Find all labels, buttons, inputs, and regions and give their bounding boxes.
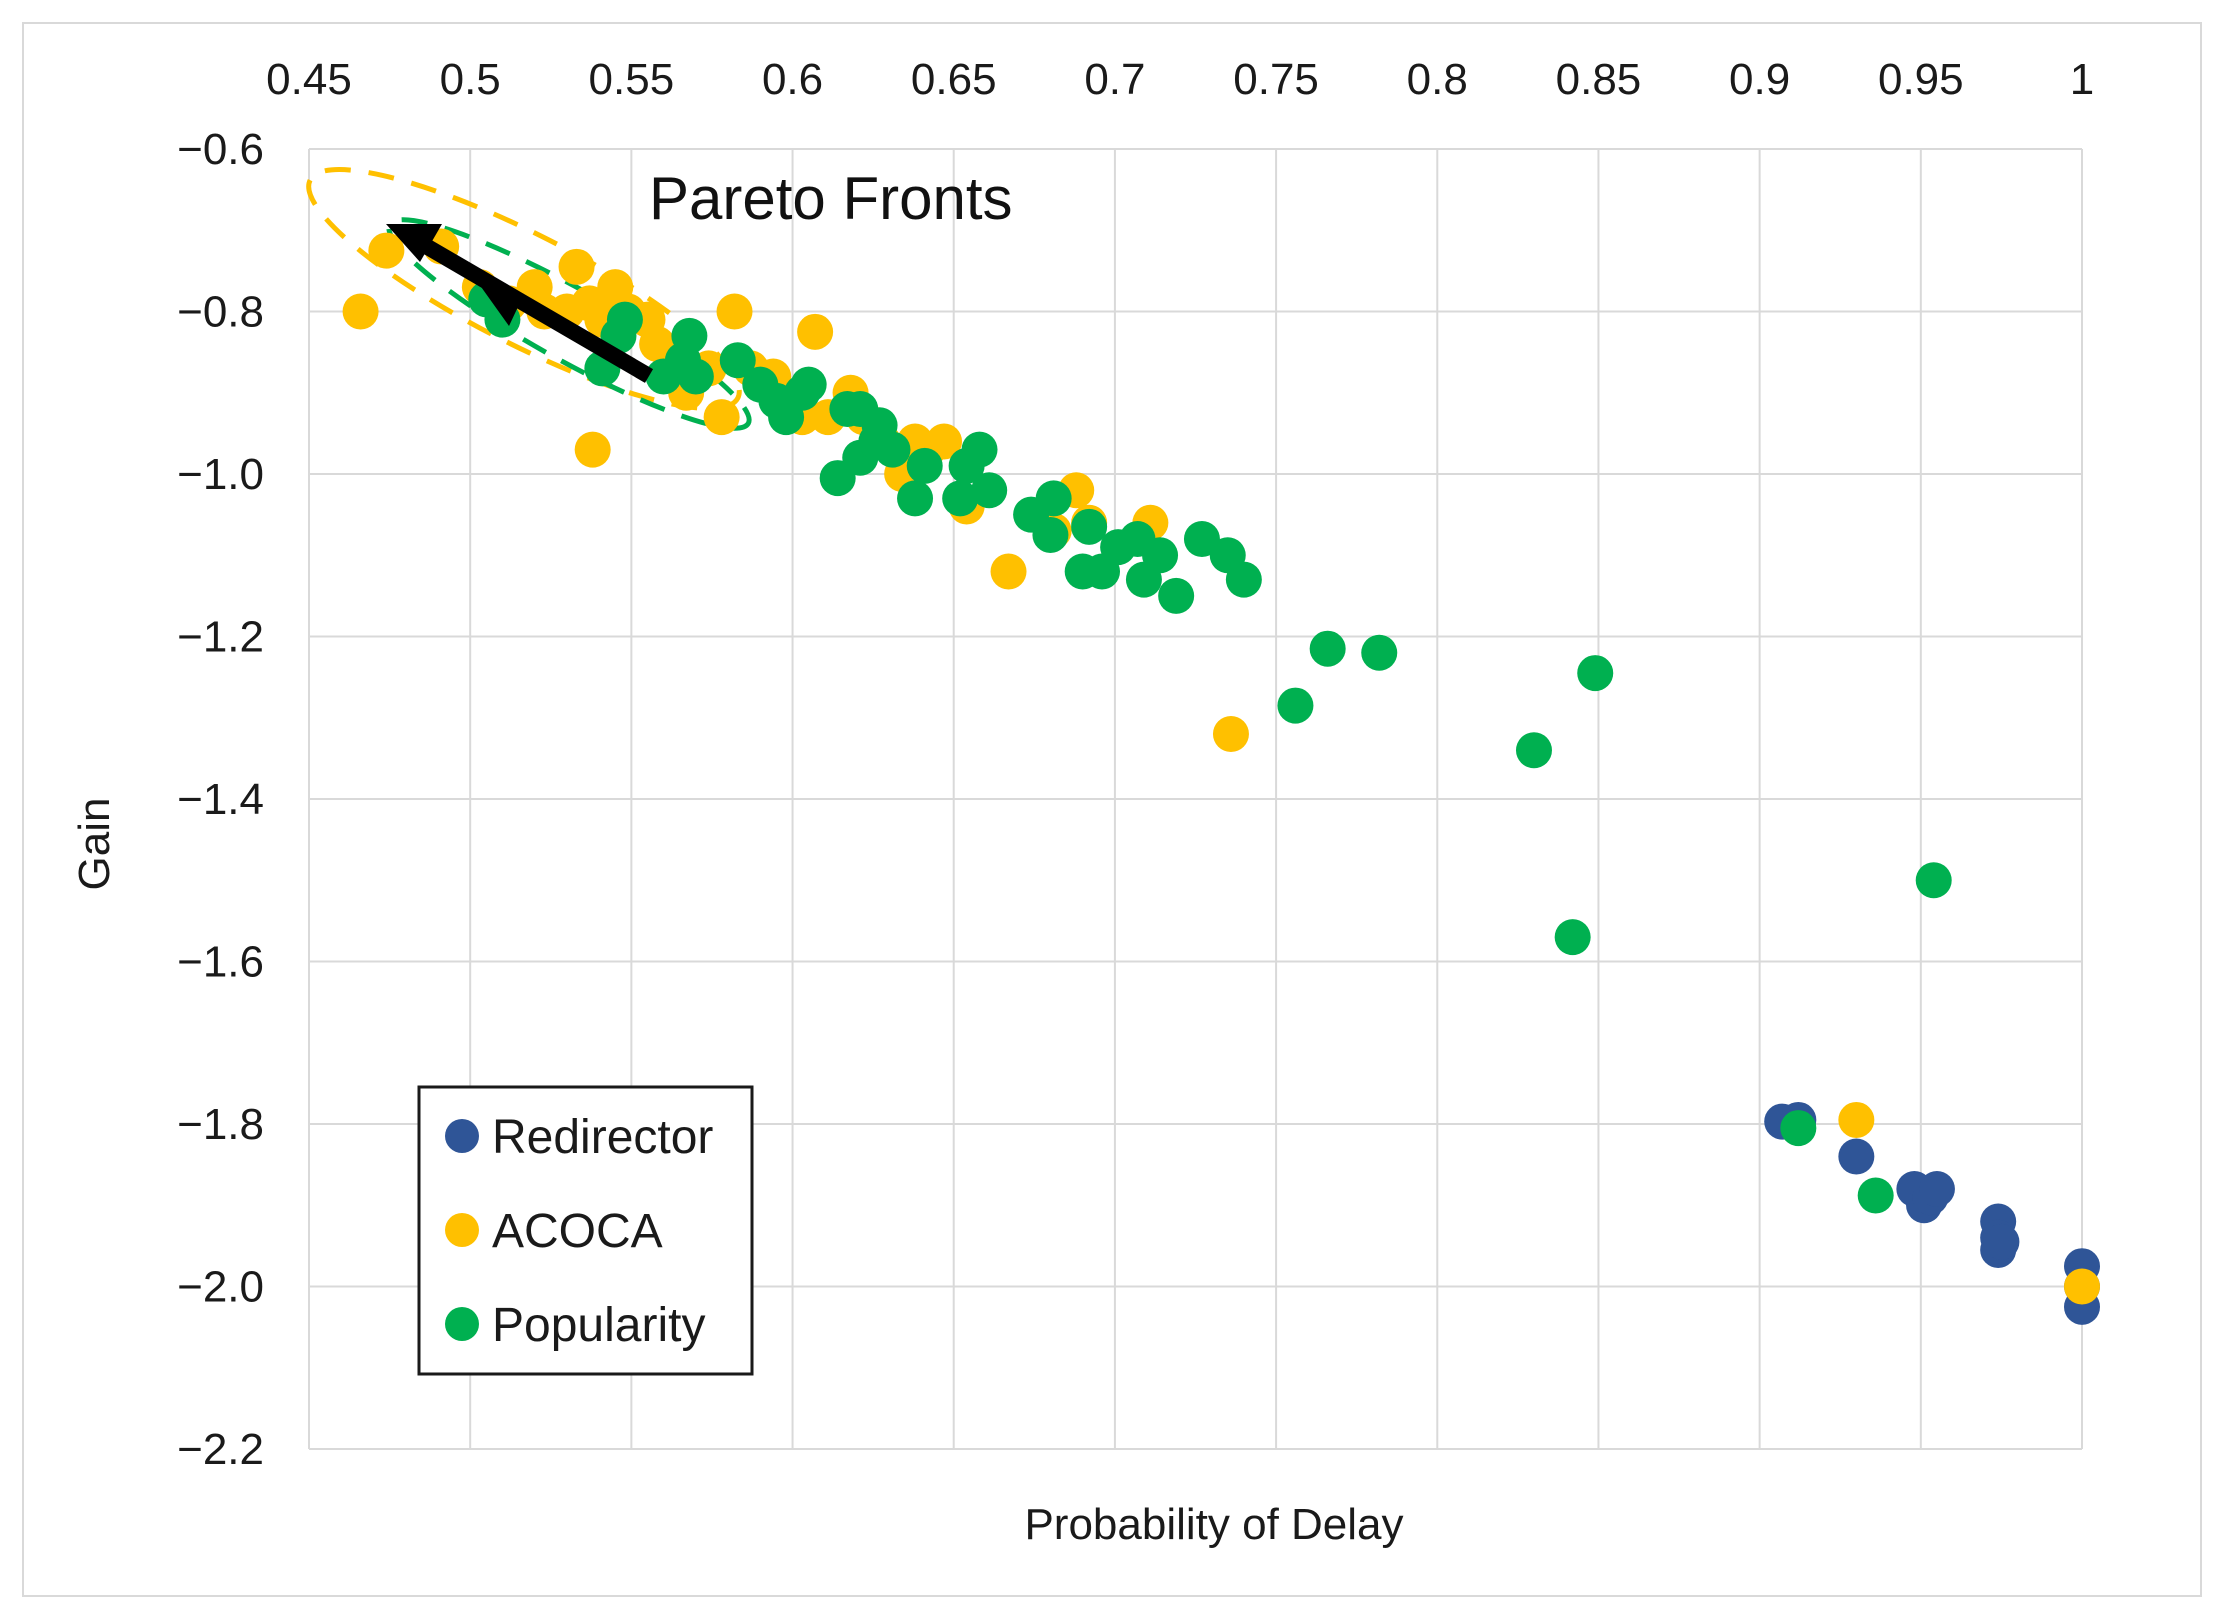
acoca-point xyxy=(342,293,379,330)
x-tick-label: 0.75 xyxy=(1233,55,1319,104)
popularity-point xyxy=(790,366,827,403)
x-tick-label: 0.85 xyxy=(1556,55,1642,104)
acoca-point xyxy=(716,293,753,330)
x-tick-label: 0.8 xyxy=(1407,55,1468,104)
redirector-legend-marker xyxy=(445,1119,479,1153)
acoca-point xyxy=(368,232,405,269)
chart-frame: 0.45 0.5 0.55 0.6 0.65 0.7 0.75 0.8 0.85 0.9 0.95 1… xyxy=(22,22,2202,1597)
popularity-legend-marker xyxy=(445,1307,479,1341)
x-tick-label: 0.65 xyxy=(911,55,997,104)
acoca-point xyxy=(1838,1101,1875,1138)
x-tick-label: 1 xyxy=(2070,55,2094,104)
acoca-legend-label: ACOCA xyxy=(492,1205,663,1258)
popularity-point xyxy=(1515,732,1552,769)
popularity-point xyxy=(942,480,979,517)
x-tick-labels: 0.45 0.5 0.55 0.6 0.65 0.7 0.75 0.8 0.85 0.9 0.95 1 xyxy=(266,55,2094,104)
legend-items: Redirector ACOCA Popularity xyxy=(445,1111,713,1352)
popularity-point xyxy=(906,447,943,484)
acoca-point xyxy=(703,399,740,436)
popularity-point xyxy=(1361,634,1398,671)
y-tick-label: −1.0 xyxy=(177,450,264,499)
acoca-point xyxy=(574,431,611,468)
popularity-point xyxy=(719,342,756,379)
y-tick-label: −2.0 xyxy=(177,1263,264,1312)
x-tick-label: 0.9 xyxy=(1729,55,1790,104)
y-tick-label: −0.6 xyxy=(177,125,264,174)
x-tick-label: 0.45 xyxy=(266,55,352,104)
redirector-legend-label: Redirector xyxy=(492,1111,713,1164)
x-axis-title: Probability of Delay xyxy=(1024,1500,1403,1549)
pareto-arrow xyxy=(386,224,654,383)
popularity-point xyxy=(1277,687,1314,724)
popularity-point xyxy=(1142,537,1179,574)
x-tick-label: 0.55 xyxy=(589,55,675,104)
x-tick-label: 0.95 xyxy=(1878,55,1964,104)
popularity-legend-label: Popularity xyxy=(492,1299,705,1352)
acoca-point xyxy=(2064,1268,2100,1305)
redirector-point xyxy=(1838,1138,1875,1175)
x-tick-label: 0.7 xyxy=(1084,55,1145,104)
x-tick-label: 0.6 xyxy=(762,55,823,104)
popularity-point xyxy=(897,480,934,517)
y-tick-labels: −0.6 −0.8 −1.0 −1.2 −1.4 −1.6 −1.8 −2.0 −2.2 xyxy=(177,125,264,1474)
popularity-point xyxy=(606,301,643,338)
acoca-point xyxy=(1212,716,1249,752)
acoca-point xyxy=(990,553,1027,590)
data-points xyxy=(342,228,2100,1325)
popularity-point xyxy=(671,317,708,354)
redirector-point xyxy=(1918,1171,1955,1207)
popularity-point xyxy=(1225,561,1262,598)
popularity-point xyxy=(1857,1177,1894,1214)
popularity-point xyxy=(1309,630,1346,667)
x-tick-label: 0.5 xyxy=(440,55,501,104)
y-tick-label: −1.2 xyxy=(177,613,264,662)
popularity-point xyxy=(1577,655,1614,692)
y-tick-label: −1.4 xyxy=(177,775,264,824)
popularity-point xyxy=(1183,521,1220,557)
popularity-point xyxy=(971,472,1008,509)
popularity-point xyxy=(1071,508,1108,545)
acoca-point xyxy=(926,423,963,460)
popularity-point xyxy=(1035,480,1072,517)
redirector-point xyxy=(1983,1223,2020,1260)
y-tick-label: −0.8 xyxy=(177,288,264,337)
series-popularity xyxy=(468,281,1952,1214)
popularity-point xyxy=(1780,1110,1817,1147)
acoca-pareto-front-outline xyxy=(306,167,742,411)
popularity-point xyxy=(961,431,998,468)
scatter-chart: 0.45 0.5 0.55 0.6 0.65 0.7 0.75 0.8 0.85 0.9 0.95 1… xyxy=(70,55,2100,1549)
acoca-point xyxy=(797,313,834,350)
pareto-fronts-annotation: Pareto Fronts xyxy=(649,165,1013,232)
legend: Redirector ACOCA Popularity xyxy=(417,1085,754,1376)
popularity-point xyxy=(1158,577,1195,614)
y-tick-label: −1.8 xyxy=(177,1100,264,1149)
popularity-point xyxy=(1915,862,1952,899)
popularity-point xyxy=(874,431,911,468)
y-axis-title: Gain xyxy=(70,798,119,891)
y-tick-label: −2.2 xyxy=(177,1425,264,1474)
y-tick-label: −1.6 xyxy=(177,938,264,987)
popularity-point xyxy=(1032,516,1069,553)
popularity-point xyxy=(677,358,714,395)
gridlines xyxy=(308,148,2083,1450)
acoca-point xyxy=(558,248,595,285)
acoca-legend-marker xyxy=(445,1213,479,1247)
popularity-point xyxy=(1554,919,1591,956)
